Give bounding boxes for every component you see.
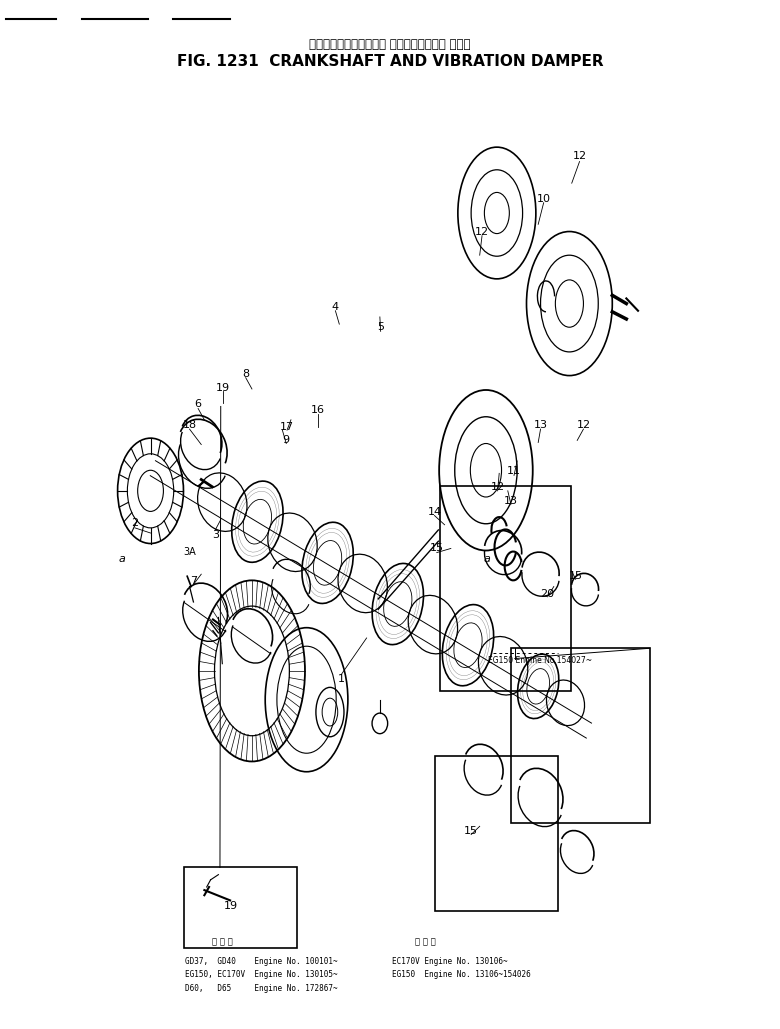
Text: 14: 14 (427, 507, 441, 518)
Text: 1: 1 (339, 674, 345, 684)
Text: 12: 12 (573, 151, 587, 162)
Text: 18: 18 (183, 420, 197, 430)
Text: 12: 12 (475, 226, 489, 237)
Text: 13: 13 (504, 496, 518, 506)
Text: 15: 15 (569, 571, 583, 581)
Text: 15: 15 (464, 826, 478, 837)
Text: 3A: 3A (183, 546, 196, 557)
Text: FIG. 1231  CRANKSHAFT AND VIBRATION DAMPER: FIG. 1231 CRANKSHAFT AND VIBRATION DAMPE… (177, 55, 603, 69)
Text: 12: 12 (491, 482, 505, 492)
Text: D60,   D65     Engine No. 172867~: D60, D65 Engine No. 172867~ (185, 984, 338, 993)
Text: 6: 6 (194, 399, 200, 410)
Text: 17: 17 (280, 422, 294, 432)
Text: 7: 7 (190, 576, 197, 587)
Text: 12: 12 (576, 420, 590, 430)
Text: クランクシャフトおよび バイブレーション ダンパ: クランクシャフトおよび バイブレーション ダンパ (309, 38, 471, 50)
Text: 8: 8 (242, 368, 250, 379)
Text: 9: 9 (282, 435, 290, 446)
Text: 16: 16 (311, 404, 325, 415)
Text: a: a (484, 554, 490, 564)
Text: 11: 11 (507, 466, 521, 476)
Text: EG150, EC170V  Engine No. 130105~: EG150, EC170V Engine No. 130105~ (185, 970, 338, 980)
Text: EG150  Engine No. 13106~154026: EG150 Engine No. 13106~154026 (392, 970, 530, 980)
Text: 2: 2 (131, 518, 139, 528)
Text: GD37,  GD40    Engine No. 100101~: GD37, GD40 Engine No. 100101~ (185, 957, 338, 966)
Text: EG150 Engine No.154027~: EG150 Engine No.154027~ (488, 657, 593, 665)
Text: 20: 20 (541, 589, 555, 599)
Bar (440, 486, 571, 691)
Text: 適 用 号: 適 用 号 (212, 937, 232, 946)
Text: 10: 10 (537, 193, 551, 204)
Bar (184, 867, 297, 948)
Text: 19: 19 (224, 900, 238, 911)
Text: 3: 3 (212, 530, 218, 540)
Text: EC170V Engine No. 130106~: EC170V Engine No. 130106~ (392, 957, 507, 966)
Text: 適 用 号: 適 用 号 (415, 937, 435, 946)
Text: 13: 13 (534, 420, 548, 430)
Text: 4: 4 (332, 301, 339, 312)
Bar (435, 756, 558, 911)
Text: 15: 15 (430, 543, 444, 554)
Text: a: a (119, 554, 126, 564)
Text: 5: 5 (378, 322, 384, 332)
Text: 19: 19 (216, 383, 230, 393)
Bar (511, 648, 650, 823)
